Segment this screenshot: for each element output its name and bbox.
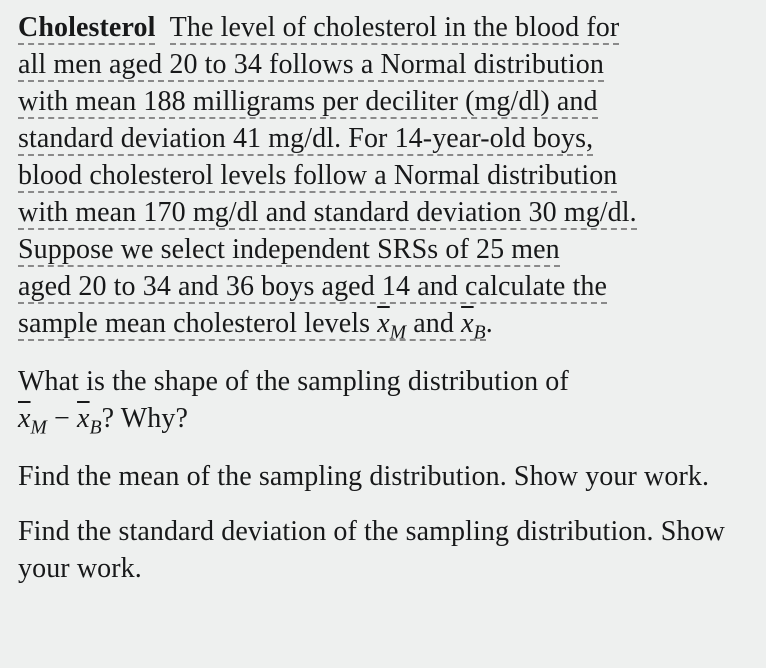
subscript-m: M [31, 418, 47, 439]
paragraph-q-mean: Find the mean of the sampling distributi… [18, 459, 742, 496]
text-line: with mean 188 milligrams per deciliter (… [18, 86, 598, 119]
text-fragment: ? Why? [102, 403, 188, 434]
text-line: aged 20 to 34 and 36 boys aged 14 and ca… [18, 271, 607, 304]
x-bar-m: x [18, 403, 31, 434]
title-cholesterol: Cholesterol [18, 12, 155, 45]
text-fragment: sample mean cholesterol levels [18, 308, 377, 339]
paragraph-q-sd: Find the standard deviation of the sampl… [18, 514, 742, 588]
text-line: Suppose we select independent SRSs of 25… [18, 234, 560, 267]
text-line: What is the shape of the sampling distri… [18, 366, 569, 397]
subscript-b: B [90, 418, 102, 439]
paragraph-problem: Cholesterol The level of cholesterol in … [18, 10, 742, 346]
text-line: blood cholesterol levels follow a Normal… [18, 160, 617, 193]
text-line [163, 12, 170, 43]
text-line: Find the mean of the sampling distributi… [18, 461, 709, 492]
page: Cholesterol The level of cholesterol in … [0, 0, 766, 616]
paragraph-q-shape: What is the shape of the sampling distri… [18, 364, 742, 441]
x-bar-b: x [77, 403, 90, 434]
text-line: The level of cholesterol in the blood fo… [170, 12, 620, 45]
text-and: and [406, 308, 461, 339]
text-line: standard deviation 41 mg/dl. For 14-year… [18, 123, 593, 156]
text-line: sample mean cholesterol levels xM and xB [18, 308, 486, 341]
text-line: Find the standard deviation of the sampl… [18, 516, 725, 584]
subscript-m: M [390, 322, 406, 343]
text-line: with mean 170 mg/dl and standard deviati… [18, 197, 637, 230]
subscript-b: B [474, 322, 486, 343]
text-line: all men aged 20 to 34 follows a Normal d… [18, 49, 604, 82]
x-bar-b: x [461, 308, 474, 339]
x-bar-m: x [377, 308, 390, 339]
minus-sign: − [47, 403, 77, 434]
period: . [486, 308, 493, 339]
